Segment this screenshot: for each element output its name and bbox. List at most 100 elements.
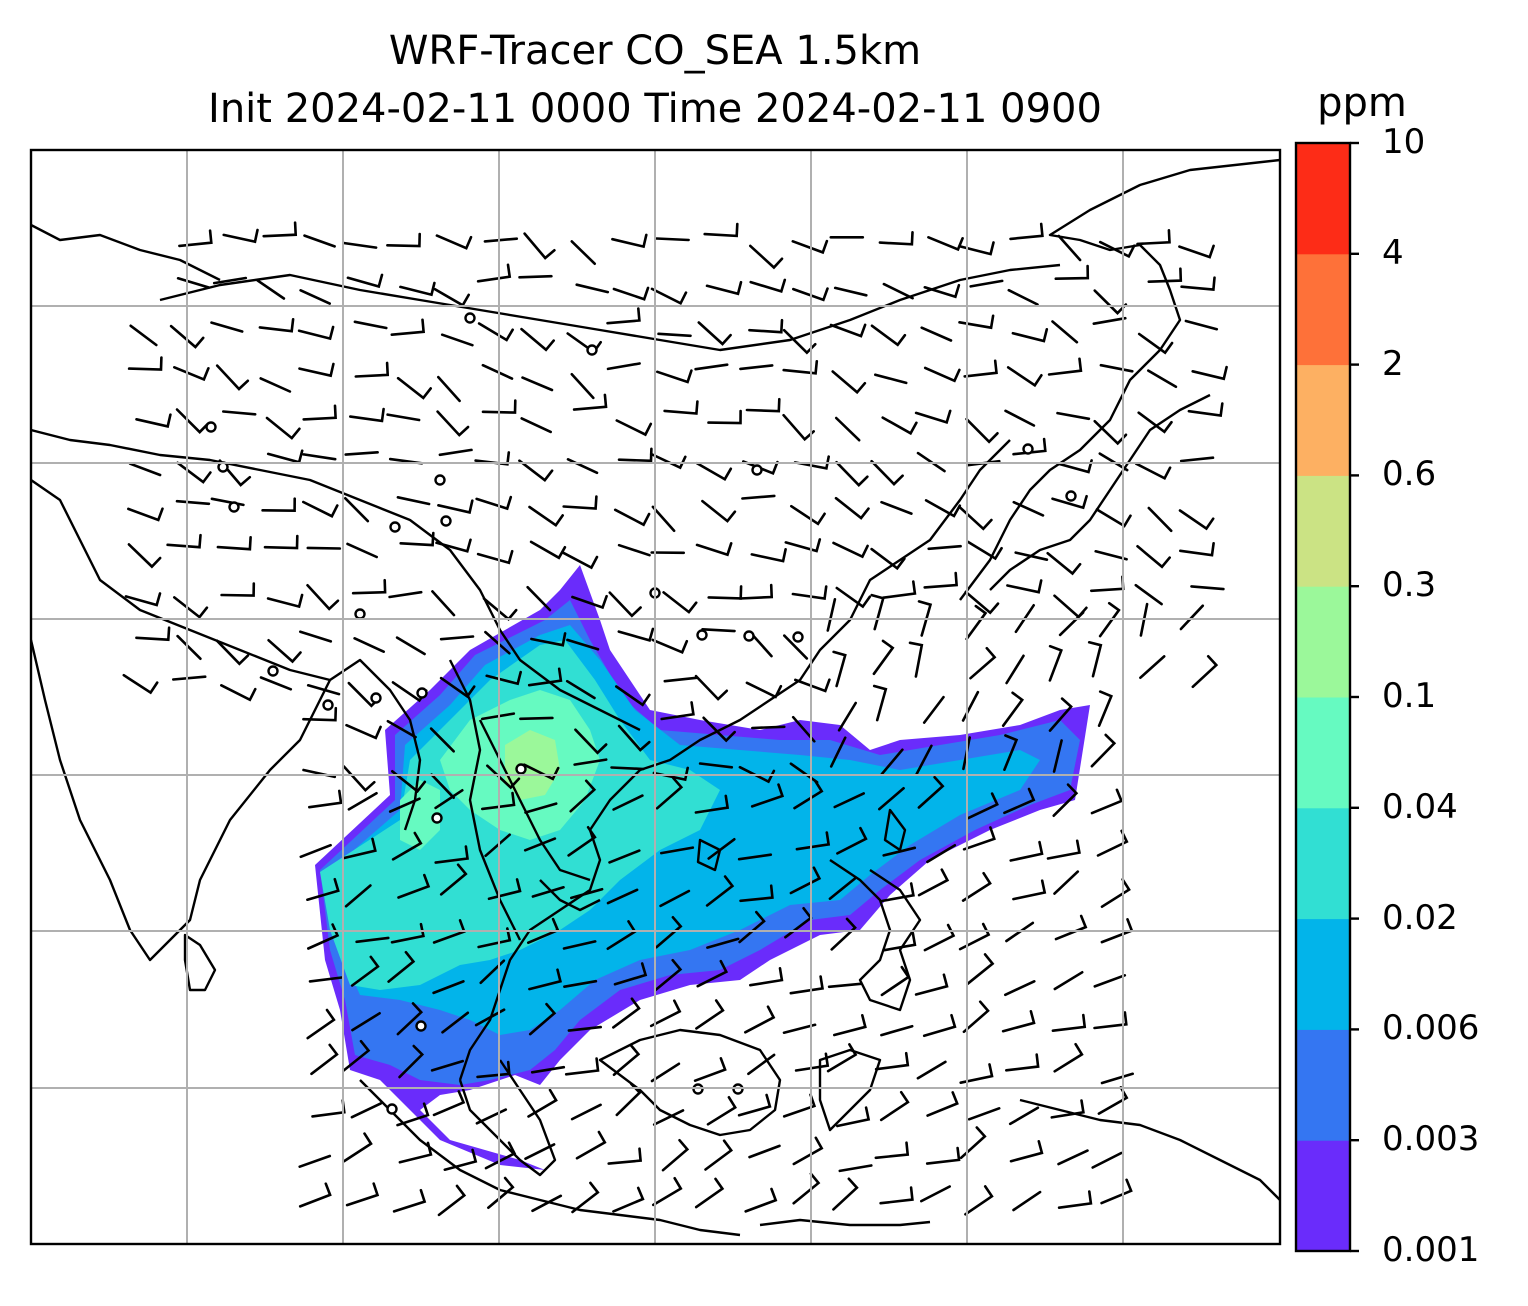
wind-barb: [303, 234, 336, 248]
wind-barb: [437, 375, 461, 403]
wind-barb: [617, 627, 655, 643]
wind-barb: [615, 419, 653, 437]
wind-barb: [961, 871, 992, 902]
wind-barb: [920, 1185, 951, 1203]
wind-barb: [749, 278, 787, 294]
wind-barb: [832, 1177, 859, 1211]
wind-barb: [695, 462, 733, 481]
wind-barb: [1054, 264, 1090, 280]
wind-barb: [215, 364, 250, 391]
wind-barb: [1098, 240, 1136, 259]
calm-circle: [696, 629, 708, 641]
wind-barb: [485, 670, 522, 686]
wind-barb: [523, 837, 557, 852]
wind-barb: [481, 399, 517, 414]
coastline-malay-peninsula: [458, 1059, 557, 1177]
wind-barb: [611, 233, 648, 249]
wind-barb: [477, 927, 512, 949]
colorbar-unit-label: ppm: [1317, 80, 1407, 126]
wind-barb: [567, 826, 597, 857]
colorbar-segment: [1296, 364, 1350, 476]
wind-barb: [795, 831, 831, 851]
wind-barb: [528, 968, 562, 991]
wind-barb: [566, 638, 600, 651]
wind-barb: [706, 1096, 737, 1126]
wind-barb: [829, 323, 867, 338]
wind-barb: [1095, 508, 1132, 528]
wind-barb: [524, 802, 558, 814]
colorbar-tick-label: 10: [1382, 122, 1426, 162]
colorbar-segment: [1296, 253, 1350, 366]
calm-circle: [464, 312, 476, 324]
wind-barb: [782, 328, 817, 355]
wind-barb: [391, 770, 427, 794]
wind-barb: [927, 236, 964, 252]
wind-barb: [651, 638, 689, 655]
wind-barb: [966, 953, 995, 986]
wind-barb: [344, 497, 370, 523]
wind-barb: [872, 639, 895, 676]
wind-barb: [562, 940, 597, 950]
wind-barb: [387, 950, 416, 983]
wind-barb: [299, 843, 332, 859]
wind-barb: [655, 916, 683, 949]
wind-barb: [792, 287, 829, 302]
wind-barb: [830, 917, 857, 951]
wind-barb: [1054, 914, 1088, 941]
calm-circle: [434, 474, 446, 486]
wind-barb: [306, 684, 341, 696]
wind-barb: [212, 276, 248, 285]
wind-barb: [210, 321, 244, 333]
wind-barb: [166, 533, 202, 549]
wind-barb: [390, 318, 426, 336]
wind-barb: [878, 231, 914, 246]
colorbar-tick-label: 0.3: [1382, 565, 1437, 606]
wind-barb: [744, 1005, 776, 1034]
wind-barb: [660, 701, 695, 721]
wind-barb: [346, 273, 384, 289]
wind-barb: [476, 263, 512, 283]
wind-barb: [879, 1186, 914, 1205]
wind-barb: [396, 496, 431, 506]
wind-barb: [519, 716, 554, 721]
wind-barb: [1057, 234, 1082, 262]
wind-barb: [695, 542, 733, 557]
wind-barb: [834, 416, 861, 442]
wind-barb: [794, 678, 831, 693]
coastline-indochina: [458, 769, 641, 1081]
wind-barb: [701, 499, 737, 523]
border-central-asia: [31, 479, 331, 682]
wind-barb: [966, 540, 1003, 561]
calm-circle: [205, 421, 217, 433]
calm-circle: [743, 630, 755, 642]
calm-circle: [792, 631, 804, 643]
wind-barb: [306, 584, 340, 611]
wind-barb: [397, 873, 431, 899]
plot-title-line1: WRF-Tracer CO_SEA 1.5km: [388, 28, 922, 74]
wind-barb: [441, 1011, 470, 1034]
wind-barb: [656, 369, 693, 384]
wind-barb: [745, 681, 783, 699]
wind-barb: [173, 366, 210, 382]
wind-barb: [564, 1057, 600, 1076]
wind-barb: [612, 794, 644, 811]
wind-barb: [923, 571, 958, 589]
wind-barb: [965, 417, 999, 444]
wind-barb: [256, 279, 286, 300]
wind-barb: [1099, 363, 1134, 373]
coastline-java: [759, 1218, 931, 1227]
wind-barb: [1005, 654, 1025, 685]
wind-barb: [475, 495, 513, 511]
wind-barb: [706, 937, 740, 949]
wind-barb: [1053, 971, 1084, 991]
wind-barb: [220, 684, 257, 702]
wind-barb: [606, 888, 639, 905]
wind-barb: [1056, 459, 1093, 474]
wind-barb: [569, 779, 597, 813]
wind-barb: [1053, 870, 1080, 895]
wind-barb: [129, 324, 158, 347]
wind-barb: [835, 586, 872, 609]
wind-barb: [881, 580, 917, 599]
calm-circle: [389, 521, 401, 533]
